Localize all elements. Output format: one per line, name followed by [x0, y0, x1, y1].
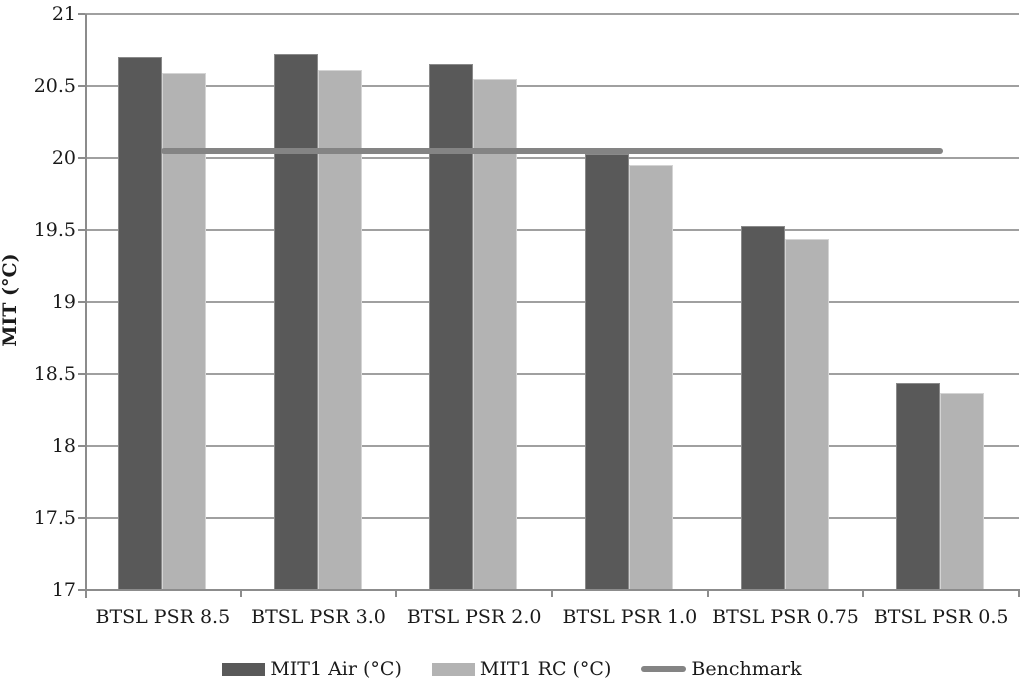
bar-mit1-air [429, 64, 474, 590]
y-tick-label: 19.5 [33, 219, 76, 241]
gridline [85, 301, 1019, 303]
y-tick-label: 18 [51, 435, 76, 457]
x-axis-tick [706, 589, 709, 597]
bar-mit1-air [584, 153, 629, 590]
y-axis-tick [78, 229, 85, 231]
bar-mit1-rc [473, 78, 518, 590]
bar-mit1-rc [940, 392, 985, 590]
y-tick-label: 21 [51, 3, 76, 25]
gridline [85, 85, 1019, 87]
x-category-label: BTSL PSR 0.5 [873, 606, 1009, 628]
y-axis-line [85, 14, 87, 598]
y-axis-tick [78, 85, 85, 87]
gridline [85, 445, 1019, 447]
bar-mit1-air [273, 54, 318, 590]
gridline [85, 13, 1019, 15]
y-axis-tick [78, 13, 85, 15]
legend-item: Benchmark [641, 658, 802, 680]
x-category-label: BTSL PSR 3.0 [251, 606, 386, 628]
y-tick-label: 20 [51, 147, 76, 169]
y-axis-tick [78, 517, 85, 519]
bar-mit1-air [896, 382, 941, 590]
x-axis-tick [551, 589, 553, 597]
bar-mit1-rc [317, 70, 362, 590]
x-category-label: BTSL PSR 1.0 [562, 606, 698, 628]
legend-label: Benchmark [691, 658, 802, 680]
legend-swatch-mit1-air [222, 662, 266, 676]
x-axis-tick [395, 589, 398, 597]
x-category-label: BTSL PSR 8.5 [95, 606, 231, 628]
legend-label: MIT1 Air (°C) [270, 658, 402, 680]
y-tick-label: 20.5 [33, 75, 76, 97]
benchmark-line [160, 147, 944, 154]
x-axis-tick [862, 589, 865, 597]
legend: MIT1 Air (°C) MIT1 RC (°C) Benchmark [0, 655, 1024, 683]
gridline [85, 157, 1019, 159]
y-tick-label: 17 [51, 579, 76, 601]
legend-item: MIT1 RC (°C) [431, 658, 612, 680]
gridline [85, 373, 1019, 375]
y-tick-label: 19 [51, 291, 76, 313]
y-axis-tick [78, 373, 85, 375]
y-axis-tick [78, 445, 85, 447]
y-tick-label: 18.5 [33, 363, 76, 385]
legend-label: MIT1 RC (°C) [479, 658, 612, 680]
x-category-label: BTSL PSR 2.0 [406, 606, 542, 628]
bar-mit1-rc [161, 73, 206, 590]
legend-item: MIT1 Air (°C) [222, 658, 402, 680]
y-tick-label: 17.5 [33, 507, 76, 529]
legend-swatch-benchmark [641, 666, 687, 672]
bar-mit1-rc [628, 165, 673, 590]
x-axis-tick [239, 589, 242, 597]
y-axis-tick [78, 301, 85, 303]
y-axis-tick [78, 157, 85, 159]
gridline [85, 517, 1019, 519]
x-axis-tick [1018, 589, 1020, 597]
y-axis-tick [78, 589, 85, 591]
gridline [85, 229, 1019, 231]
x-category-label: BTSL PSR 0.75 [712, 606, 859, 628]
bar-mit1-rc [784, 238, 829, 590]
bar-mit1-air [740, 225, 785, 590]
bar-mit1-air [117, 57, 162, 590]
legend-swatch-mit1-rc [431, 662, 475, 676]
